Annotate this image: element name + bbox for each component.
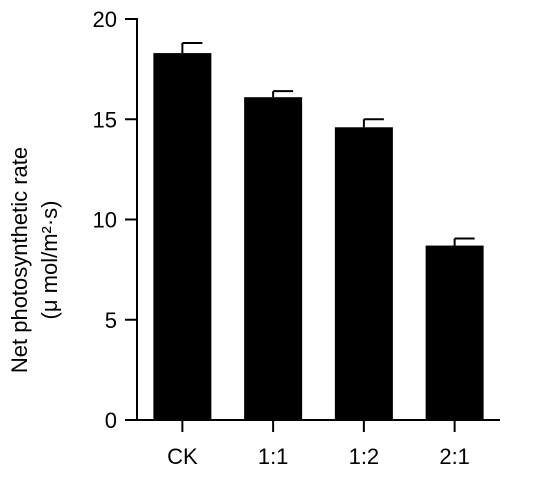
bar-1:1 [244,97,303,420]
y-tick-label: 15 [93,107,117,132]
x-tick-label: CK [167,444,198,469]
y-ticks: 0 5 10 15 20 [93,7,137,433]
bar-CK [153,53,212,421]
bars [153,42,484,421]
x-ticks: CK 1:1 1:2 2:1 [167,420,470,469]
y-tick-label: 0 [105,408,117,433]
y-tick-label: 5 [105,308,117,333]
x-tick-label: 2:1 [439,444,470,469]
y-axis-title-line-1: Net photosynthetic rate [7,147,32,373]
x-tick-label: 1:1 [258,444,289,469]
y-tick-label: 10 [93,208,117,233]
bar-2:1 [425,245,484,420]
y-axis-title-line-2: (μ mol/m²·s) [37,201,62,320]
y-axis-title: Net photosynthetic rate (μ mol/m²·s) [7,147,62,373]
x-tick-label: 1:2 [349,444,380,469]
y-tick-label: 20 [93,7,117,32]
bar-1:2 [334,127,393,421]
